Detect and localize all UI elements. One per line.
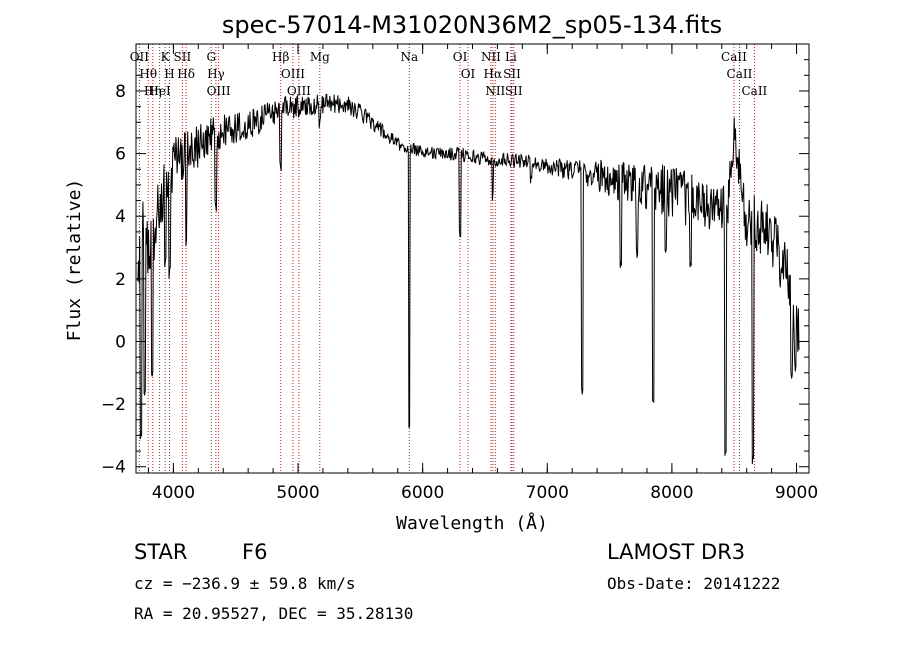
spectral-line-label: OIII: [287, 84, 311, 98]
plot-frame: [135, 43, 810, 474]
velocity-readout: cz = −236.9 ± 59.8 km/s: [134, 574, 356, 593]
spectral-line-label: Hδ: [177, 67, 195, 81]
spectral-line-label: CaII: [727, 67, 753, 81]
y-tick-label: 2: [115, 270, 126, 290]
spectral-line-label: K: [161, 50, 171, 64]
spectral-line-label: SII: [503, 67, 521, 81]
spectrum-line: [136, 93, 800, 464]
object-class: STAR: [134, 540, 187, 564]
spectral-line-label: Hγ: [207, 67, 225, 81]
spectral-line-label: SII: [174, 50, 192, 64]
spectral-line-label: OI: [453, 50, 468, 64]
x-tick-label: 5000: [276, 483, 319, 503]
spectral-line-label: OII: [130, 50, 150, 64]
x-tick-label: 6000: [401, 483, 444, 503]
chart-title: spec-57014-M31020N36M2_sp05-134.fits: [222, 11, 722, 39]
spectral-line-label: Li: [505, 50, 517, 64]
spectral-line-label: HeI: [148, 84, 171, 98]
spectral-line-label: SII: [505, 84, 523, 98]
y-axis-ticks: −4 −2 0 2 4 6 8: [101, 59, 809, 478]
x-tick-label: 9000: [775, 483, 818, 503]
spectral-line-label: OIII: [207, 84, 231, 98]
x-tick-label: 8000: [650, 483, 693, 503]
y-tick-label: 8: [115, 82, 126, 102]
spectral-line-label: OIII: [281, 67, 305, 81]
spectral-line-markers: [138, 44, 755, 473]
y-tick-label: 4: [115, 207, 126, 227]
object-subclass: F6: [242, 540, 267, 564]
spectral-line-label: Mg: [310, 50, 330, 64]
coordinates-readout: RA = 20.95527, DEC = 35.28130: [134, 604, 413, 623]
spectral-line-label: CaII: [721, 50, 747, 64]
x-axis-label: Wavelength (Å): [396, 512, 548, 534]
spectral-line-label: Hα: [484, 67, 503, 81]
y-tick-label: 6: [115, 145, 126, 165]
y-tick-label: −2: [101, 395, 126, 415]
spectral-line-label: CaII: [741, 84, 767, 98]
spectral-line-label: Na: [400, 50, 418, 64]
spectral-line-label: NII: [481, 50, 501, 64]
spectral-line-label: NII: [485, 84, 505, 98]
y-axis-label: Flux (relative): [64, 179, 85, 342]
x-tick-label: 4000: [152, 483, 195, 503]
x-axis-ticks: 4000 5000 6000 7000 8000 9000: [147, 44, 818, 503]
spectral-line-label: OI: [461, 67, 476, 81]
observation-date: Obs-Date: 20141222: [607, 574, 780, 593]
spectral-line-label: Hβ: [272, 50, 289, 64]
spectral-line-label: H: [164, 67, 174, 81]
spectral-line-label: Hη: [144, 84, 162, 98]
survey-name: LAMOST DR3: [607, 540, 745, 564]
y-tick-label: −4: [101, 458, 126, 478]
spectral-line-label: Hθ: [139, 67, 157, 81]
x-tick-label: 7000: [526, 483, 569, 503]
y-tick-label: 0: [115, 332, 126, 352]
spectral-line-label: G: [206, 50, 216, 64]
